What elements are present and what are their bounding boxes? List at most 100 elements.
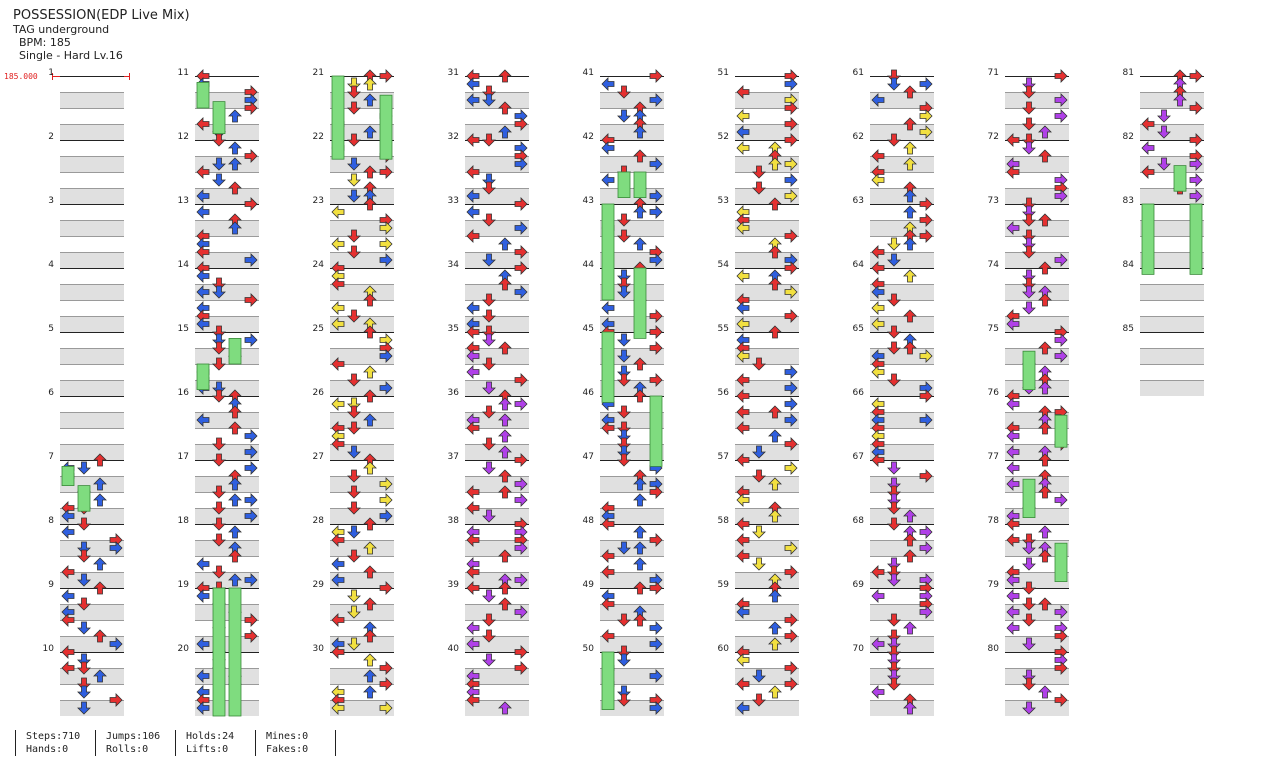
beat-band [870,380,934,396]
step-arrow [379,381,393,395]
beat-band [195,668,259,684]
step-arrow [77,549,91,563]
beat-line [195,444,259,445]
beat-band [1140,220,1204,236]
step-arrow [736,453,750,467]
step-arrow [379,581,393,595]
step-arrow [1157,125,1171,139]
step-arrow [93,477,107,491]
beat-line [60,188,124,189]
beat-line [600,380,664,381]
step-arrow [601,173,615,187]
step-arrow [212,437,226,451]
measure-number: 65 [852,324,864,334]
beat-line [735,572,799,573]
beat-line [465,156,529,157]
step-arrow [601,629,615,643]
measure-number: 61 [852,68,864,78]
beat-band [1005,92,1069,108]
step-arrow [466,533,480,547]
step-arrow [363,653,377,667]
beat-band [330,476,394,492]
beat-band [735,380,799,396]
note-layer [1006,69,1068,715]
measure-line [195,140,259,141]
step-arrow [649,325,663,339]
step-arrow [784,229,798,243]
step-arrow [244,629,258,643]
step-arrow [347,421,361,435]
measure-number: 38 [447,516,459,526]
step-arrow [871,565,885,579]
step-arrow [736,533,750,547]
step-arrow [196,165,210,179]
step-arrow [649,581,663,595]
step-arrow [228,493,242,507]
beat-line [465,492,529,493]
beat-line [195,348,259,349]
step-arrow [331,437,345,451]
stat-lifts: Lifts:0 [186,744,229,755]
beat-line [870,540,934,541]
beat-line [465,188,529,189]
measure-number: 70 [852,644,864,654]
hold-bar [228,587,242,717]
step-arrow [514,397,528,411]
step-arrow [482,461,496,475]
measure-line [465,524,529,525]
beat-line [870,684,934,685]
step-arrow [228,157,242,171]
step-arrow [77,541,91,555]
step-arrow [212,341,226,355]
step-arrow [1022,285,1036,299]
beat-band [600,92,664,108]
step-arrow [617,437,631,451]
measure-number: 59 [717,580,729,590]
step-arrow [482,613,496,627]
step-arrow [212,565,226,579]
hold-bar [77,485,91,512]
step-arrow [379,509,393,523]
measure-line [195,396,259,397]
step-arrow [514,453,528,467]
step-arrow [649,93,663,107]
beat-band [870,252,934,268]
measure-number: 69 [852,580,864,590]
hold-bar [1189,203,1203,275]
measure-line [1140,76,1204,77]
measure-line [870,524,934,525]
beat-line [870,668,934,669]
step-arrow [903,157,917,171]
beat-band [60,476,124,492]
step-arrow [1189,189,1203,203]
step-arrow [1189,157,1203,171]
measure-line [1005,524,1069,525]
step-arrow [649,253,663,267]
step-arrow [887,293,901,307]
step-arrow [1022,85,1036,99]
measure-line [600,332,664,333]
beat-line [330,172,394,173]
step-arrow [633,205,647,219]
step-arrow [784,661,798,675]
measure-number: 84 [1122,260,1134,270]
measure-number: 14 [177,260,189,270]
step-arrow [768,197,782,211]
step-arrow [1022,613,1036,627]
beat-line [870,492,934,493]
step-arrow [1022,557,1036,571]
beat-band [870,316,934,332]
measure-line [1140,332,1204,333]
step-arrow [633,237,647,251]
beat-line [330,636,394,637]
beat-line [195,108,259,109]
beat-line [465,380,529,381]
step-arrow [903,205,917,219]
step-arrow [93,493,107,507]
step-arrow [784,677,798,691]
step-arrow [871,637,885,651]
beat-line [1140,348,1204,349]
step-arrow [77,461,91,475]
step-arrow [903,341,917,355]
beat-band [195,700,259,716]
